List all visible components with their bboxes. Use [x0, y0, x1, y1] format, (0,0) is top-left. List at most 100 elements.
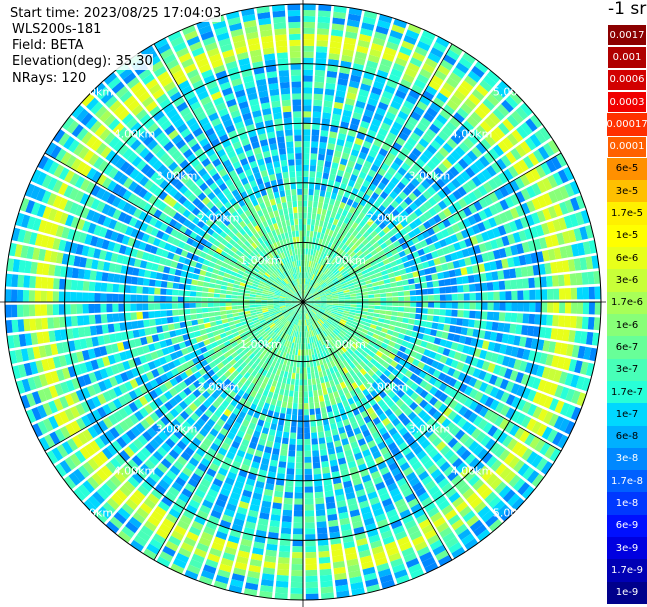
- range-gate-cell: [238, 411, 247, 419]
- range-gate-cell: [375, 272, 383, 278]
- range-gate-cell: [354, 240, 362, 247]
- range-gate-cell: [426, 281, 434, 288]
- range-gate-cell: [81, 415, 92, 428]
- range-gate-cell: [338, 276, 345, 281]
- range-gate-cell: [534, 130, 547, 144]
- range-gate-cell: [325, 292, 332, 296]
- range-gate-cell: [286, 359, 291, 367]
- range-gate-cell: [404, 172, 414, 182]
- range-gate-cell: [324, 484, 333, 492]
- range-gate-cell: [551, 275, 559, 287]
- range-gate-cell: [445, 357, 454, 367]
- range-gate-cell: [445, 309, 452, 317]
- range-gate-cell: [483, 262, 492, 272]
- range-gate-cell: [363, 365, 371, 373]
- range-gate-cell: [358, 33, 372, 43]
- range-gate-cell: [316, 213, 321, 221]
- range-gate-cell: [516, 243, 525, 255]
- range-gate-cell: [325, 154, 333, 162]
- range-gate-cell: [362, 215, 370, 223]
- range-gate-cell: [112, 313, 120, 322]
- range-gate-cell: [248, 422, 256, 430]
- range-gate-cell: [258, 328, 265, 334]
- range-gate-cell: [343, 171, 351, 180]
- range-gate-cell: [234, 435, 243, 444]
- range-gate-cell: [99, 433, 111, 446]
- range-gate-cell: [259, 280, 266, 285]
- range-gate-cell: [349, 416, 357, 424]
- range-gate-cell: [349, 345, 357, 353]
- range-gate-cell: [303, 355, 307, 362]
- range-gate-cell: [355, 413, 363, 422]
- range-gate-cell: [332, 11, 346, 19]
- range-gate-cell: [394, 195, 404, 205]
- range-gate-cell: [383, 157, 393, 167]
- range-gate-cell: [26, 246, 35, 260]
- range-gate-cell: [363, 259, 370, 266]
- range-gate-cell: [232, 370, 240, 378]
- range-gate-cell: [252, 455, 262, 464]
- range-gate-cell: [151, 368, 160, 378]
- range-gate-cell: [237, 295, 244, 299]
- range-gate-cell: [276, 313, 283, 317]
- range-gate-cell: [554, 342, 562, 355]
- range-gate-cell: [502, 137, 514, 150]
- range-gate-cell: [575, 272, 583, 286]
- range-gate-cell: [420, 355, 429, 364]
- range-gate-cell: [418, 518, 432, 530]
- range-gate-cell: [258, 367, 265, 375]
- range-gate-cell: [324, 311, 331, 316]
- range-gate-cell: [250, 553, 263, 561]
- range-gate-cell: [337, 333, 343, 340]
- range-gate-cell: [192, 452, 203, 462]
- range-gate-cell: [261, 500, 272, 508]
- range-gate-cell: [505, 345, 513, 356]
- range-gate-cell: [333, 319, 340, 325]
- range-gate-cell: [215, 320, 223, 326]
- range-gate-cell: [363, 380, 371, 389]
- range-gate-cell: [22, 290, 30, 302]
- range-gate-cell: [425, 237, 434, 246]
- range-gate-cell: [353, 318, 360, 323]
- range-gate-cell: [125, 369, 135, 380]
- range-gate-cell: [574, 360, 583, 374]
- range-gate-cell: [324, 215, 330, 223]
- range-gate-cell: [231, 295, 238, 299]
- range-gate-cell: [501, 333, 509, 344]
- range-gate-cell: [192, 389, 202, 398]
- range-gate-cell: [5, 320, 13, 334]
- range-gate-cell: [70, 420, 82, 434]
- range-gate-cell: [514, 267, 523, 278]
- range-gate-cell: [450, 359, 459, 369]
- range-gate-cell: [366, 234, 374, 242]
- range-gate-cell: [254, 365, 261, 372]
- range-gate-cell: [362, 388, 370, 397]
- range-gate-cell: [303, 367, 307, 374]
- range-gate-cell: [416, 302, 423, 308]
- range-gate-cell: [453, 380, 463, 390]
- range-gate-cell: [273, 297, 280, 300]
- range-gate-cell: [340, 158, 348, 166]
- range-gate-cell: [520, 373, 530, 386]
- range-gate-cell: [219, 302, 226, 307]
- range-gate-cell: [355, 432, 364, 441]
- range-gate-cell: [235, 512, 246, 521]
- range-gate-cell: [521, 387, 532, 400]
- range-gate-cell: [304, 456, 312, 463]
- range-gate-cell: [488, 495, 502, 509]
- range-gate-cell: [345, 357, 352, 365]
- range-gate-cell: [520, 202, 531, 215]
- range-gate-cell: [330, 311, 337, 315]
- range-gate-cell: [535, 289, 542, 300]
- range-gate-cell: [244, 379, 252, 387]
- range-gate-cell: [270, 314, 277, 319]
- range-gate-cell: [303, 69, 313, 76]
- range-gate-cell: [366, 155, 375, 164]
- range-gate-cell: [392, 302, 399, 307]
- range-gate-cell: [292, 546, 303, 553]
- range-gate-cell: [308, 300, 315, 302]
- range-gate-cell: [325, 82, 336, 90]
- range-gate-cell: [186, 237, 194, 246]
- range-gate-cell: [400, 393, 410, 403]
- range-gate-cell: [504, 182, 515, 195]
